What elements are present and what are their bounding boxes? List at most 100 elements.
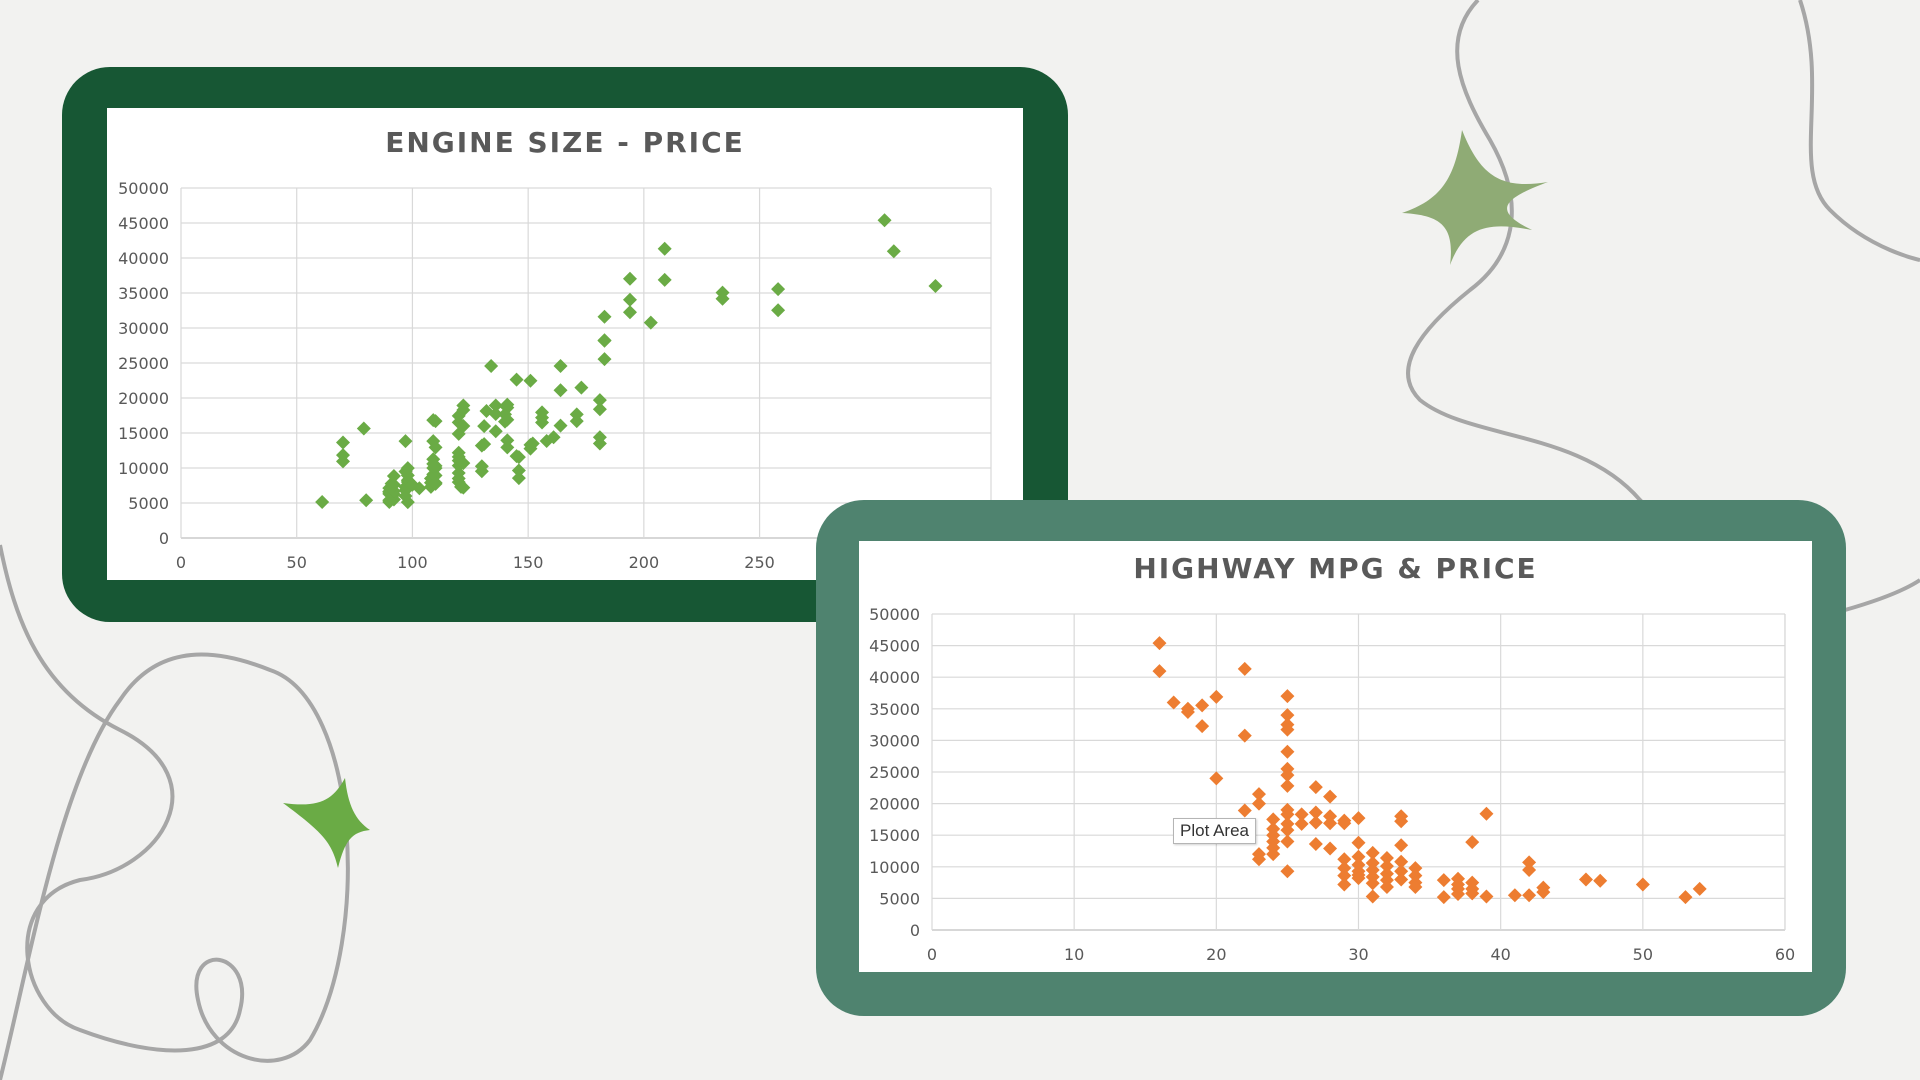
data-point[interactable] [1152, 664, 1167, 679]
data-point[interactable] [456, 398, 471, 413]
data-point[interactable] [1251, 847, 1266, 862]
data-point[interactable] [597, 309, 612, 324]
data-point[interactable] [511, 463, 526, 478]
data-point[interactable] [477, 419, 492, 434]
data-point[interactable] [1394, 864, 1409, 879]
data-point[interactable] [535, 405, 550, 420]
data-point[interactable] [1522, 888, 1537, 903]
data-point[interactable] [484, 359, 499, 374]
data-point[interactable] [1337, 852, 1352, 867]
data-point[interactable] [488, 407, 503, 422]
data-point[interactable] [509, 372, 524, 387]
data-point[interactable] [1337, 868, 1352, 883]
data-point[interactable] [1337, 813, 1352, 828]
data-point[interactable] [1379, 850, 1394, 865]
data-point[interactable] [1337, 877, 1352, 892]
data-point[interactable] [1337, 861, 1352, 876]
data-point[interactable] [553, 359, 568, 374]
data-point[interactable] [928, 279, 943, 293]
data-point[interactable] [456, 419, 471, 434]
data-point[interactable] [1209, 689, 1224, 704]
data-point[interactable] [1280, 823, 1295, 838]
data-point[interactable] [456, 456, 471, 471]
data-point[interactable] [1308, 815, 1323, 830]
data-point[interactable] [1479, 806, 1494, 821]
data-point[interactable] [456, 480, 471, 495]
chart-card-engine-size[interactable]: ENGINE SIZE - PRICE 0 5000 10000 15000 20000… [107, 108, 1023, 580]
data-point[interactable] [1280, 744, 1295, 759]
data-point[interactable] [1308, 805, 1323, 820]
data-point[interactable] [771, 282, 786, 297]
data-point[interactable] [1408, 861, 1423, 876]
data-point[interactable] [1436, 873, 1451, 888]
data-point[interactable] [597, 333, 612, 348]
data-point[interactable] [1209, 771, 1224, 786]
data-point[interactable] [336, 435, 350, 450]
scatter-plot-highway-mpg[interactable]: 0 5000 10000 15000 20000 25000 30000 35000 40000… [859, 541, 1812, 972]
data-point[interactable] [1280, 778, 1295, 793]
data-point[interactable] [643, 315, 658, 330]
data-point[interactable] [622, 305, 637, 320]
data-point[interactable] [398, 434, 413, 449]
data-point[interactable] [1479, 889, 1494, 904]
data-point[interactable] [412, 481, 427, 496]
data-point[interactable] [1465, 886, 1480, 901]
data-point[interactable] [1351, 811, 1366, 826]
data-point[interactable] [451, 445, 466, 460]
data-point[interactable] [1394, 838, 1409, 853]
data-point[interactable] [523, 373, 538, 388]
data-point[interactable] [1507, 888, 1522, 903]
data-point[interactable] [1365, 876, 1380, 891]
data-point[interactable] [1280, 708, 1295, 723]
data-point[interactable] [1237, 728, 1252, 743]
data-point[interactable] [1280, 807, 1295, 822]
data-point[interactable] [592, 430, 607, 445]
data-point[interactable] [1593, 873, 1608, 888]
data-point[interactable] [592, 393, 607, 408]
data-point[interactable] [1166, 695, 1181, 710]
data-point[interactable] [622, 292, 637, 307]
data-point[interactable] [1266, 847, 1281, 862]
data-point[interactable] [1266, 812, 1281, 827]
data-point[interactable] [1394, 872, 1409, 887]
data-point[interactable] [1451, 886, 1466, 901]
data-point[interactable] [500, 440, 515, 455]
data-point[interactable] [511, 450, 526, 465]
data-point[interactable] [1522, 855, 1537, 870]
data-point[interactable] [569, 407, 584, 422]
data-point[interactable] [428, 476, 443, 491]
data-point[interactable] [356, 421, 371, 436]
scatter-plot-engine-size[interactable]: 0 5000 10000 15000 20000 25000 30000 35000 40000… [107, 108, 1023, 580]
data-point[interactable] [428, 468, 443, 483]
data-point[interactable] [657, 241, 672, 256]
chart-card-highway-mpg[interactable]: HIGHWAY MPG & PRICE 0 5000 10000 15000 20000… [859, 541, 1812, 972]
data-point[interactable] [1251, 787, 1266, 802]
data-point[interactable] [1294, 807, 1309, 822]
data-point[interactable] [1280, 768, 1295, 783]
data-point[interactable] [1280, 834, 1295, 849]
data-point[interactable] [1436, 890, 1451, 905]
data-point[interactable] [1280, 722, 1295, 737]
data-point[interactable] [1195, 719, 1210, 734]
data-point[interactable] [1237, 803, 1252, 818]
data-point[interactable] [477, 437, 492, 452]
data-point[interactable] [488, 398, 503, 413]
data-point[interactable] [400, 468, 415, 483]
data-point[interactable] [657, 272, 672, 287]
data-point[interactable] [474, 459, 489, 474]
data-point[interactable] [428, 458, 443, 473]
data-point[interactable] [1152, 636, 1167, 651]
data-point[interactable] [1195, 698, 1210, 713]
data-point[interactable] [592, 402, 607, 417]
data-point[interactable] [1536, 885, 1551, 900]
data-point[interactable] [386, 469, 401, 484]
data-point[interactable] [877, 213, 892, 228]
data-point[interactable] [386, 477, 401, 492]
data-point[interactable] [1379, 880, 1394, 895]
data-point[interactable] [546, 430, 561, 445]
data-point[interactable] [315, 494, 330, 509]
data-point[interactable] [1280, 689, 1295, 704]
data-point[interactable] [886, 244, 901, 259]
data-point[interactable] [1365, 845, 1380, 860]
data-point[interactable] [597, 352, 612, 367]
